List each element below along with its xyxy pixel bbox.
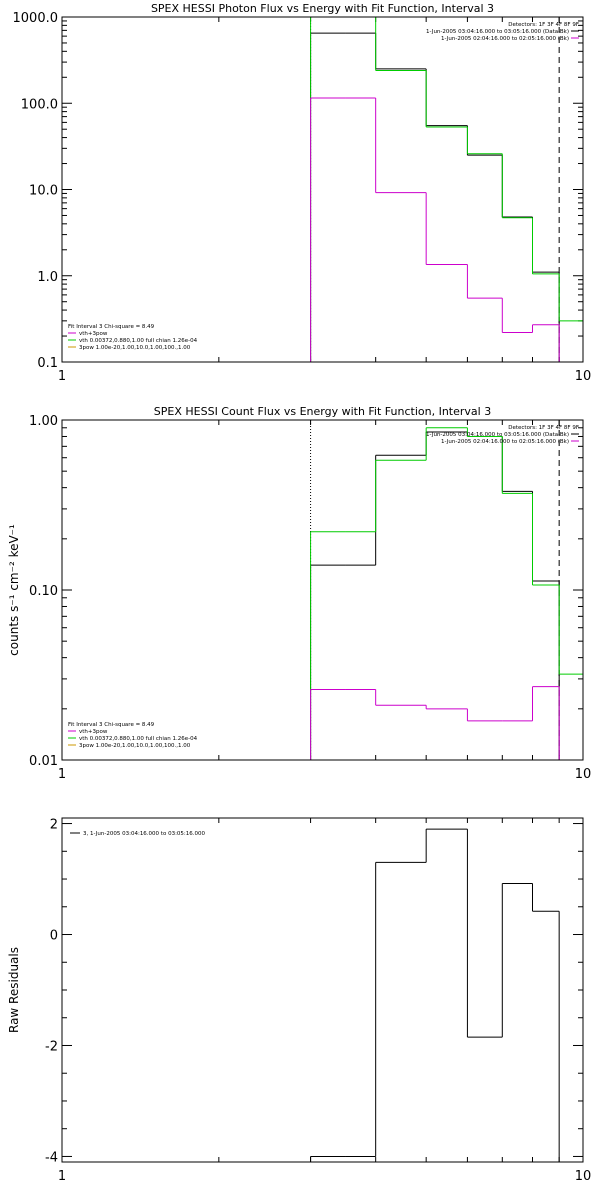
panel-1: SPEX HESSI Photon Flux vs Energy with Fi… (13, 2, 592, 384)
panel-2: SPEX HESSI Count Flux vs Energy with Fit… (7, 405, 591, 782)
y-tick-label: 2 (50, 818, 58, 833)
legend-detector-line: 1-Jun-2005 03:04:16.000 to 03:05:16.000 … (426, 432, 569, 438)
plot-frame (61, 16, 584, 363)
series-model (310, 16, 583, 362)
y-tick-label: 0.10 (29, 584, 58, 599)
x-tick-label: 1 (58, 1169, 66, 1184)
legend-fit-line: 3pow 1.00e-20,1.00,10.0,1.00,100.,1.00 (79, 345, 191, 351)
legend-residual-line: 3, 1-Jun-2005 03:04:16.000 to 03:05:16.0… (83, 831, 206, 837)
y-tick-label: 1.00 (29, 414, 58, 429)
legend-detector-line: 1-Jun-2005 02:04:16.000 to 02:05:16.000 … (441, 439, 569, 445)
x-tick-label: 10 (575, 1169, 592, 1184)
series-data (310, 32, 560, 362)
series-model (310, 427, 583, 760)
y-tick-label: 1000.0 (13, 11, 59, 26)
legend-fit-title: Fit Interval 3 Chi-square = 8.49 (68, 324, 155, 330)
series-background (310, 686, 560, 760)
y-axis-title: counts s⁻¹ cm⁻² keV⁻¹ (7, 524, 21, 656)
y-tick-label: 0.01 (29, 754, 58, 769)
y-tick-label: -2 (45, 1039, 58, 1054)
x-tick-label: 1 (58, 767, 66, 782)
panel-title: SPEX HESSI Photon Flux vs Energy with Fi… (151, 2, 494, 15)
panel-title: SPEX HESSI Count Flux vs Energy with Fit… (154, 405, 491, 418)
y-tick-label: 0 (50, 929, 58, 944)
legend-detector-line: 1-Jun-2005 03:04:16.000 to 03:05:16.000 … (426, 29, 569, 35)
legend-detector-line: Detectors: 1F 3F 4F 8F 9F (508, 425, 579, 431)
x-tick-label: 10 (575, 369, 592, 384)
x-tick-label: 1 (58, 369, 66, 384)
legend-detector-line: Detectors: 1F 3F 4F 8F 9F (508, 22, 579, 28)
x-tick-label: 10 (575, 767, 592, 782)
y-tick-label: -4 (45, 1150, 58, 1165)
legend-fit-line: 3pow 1.00e-20,1.00,10.0,1.00,100.,1.00 (79, 743, 191, 749)
series-background (310, 97, 560, 362)
legend-detector-line: 1-Jun-2005 02:04:16.000 to 02:05:16.000 … (441, 36, 569, 42)
y-tick-label: 1.0 (37, 270, 58, 285)
legend-fit-line: vth 0.00372,0.880,1.00 full chian 1.26e-… (79, 338, 198, 344)
series-residuals (310, 828, 560, 1162)
y-tick-label: 0.1 (37, 356, 58, 371)
plot-frame (61, 817, 584, 1163)
legend-fit-title: Fit Interval 3 Chi-square = 8.49 (68, 722, 155, 728)
y-tick-label: 10.0 (29, 184, 58, 199)
series-data (310, 431, 560, 760)
legend-fit-line: vth 0.00372,0.880,1.00 full chian 1.26e-… (79, 736, 198, 742)
y-axis-title: Raw Residuals (7, 947, 21, 1033)
y-tick-label: 100.0 (21, 97, 58, 112)
plot-frame (61, 419, 584, 761)
legend-fit-line: vth+3pow (79, 331, 108, 337)
legend-fit-line: vth+3pow (79, 729, 108, 735)
panel-3: 1 10 2 0 -2 -4 Raw Residuals 3, 1-Jun-2005 03:0… (7, 817, 592, 1184)
